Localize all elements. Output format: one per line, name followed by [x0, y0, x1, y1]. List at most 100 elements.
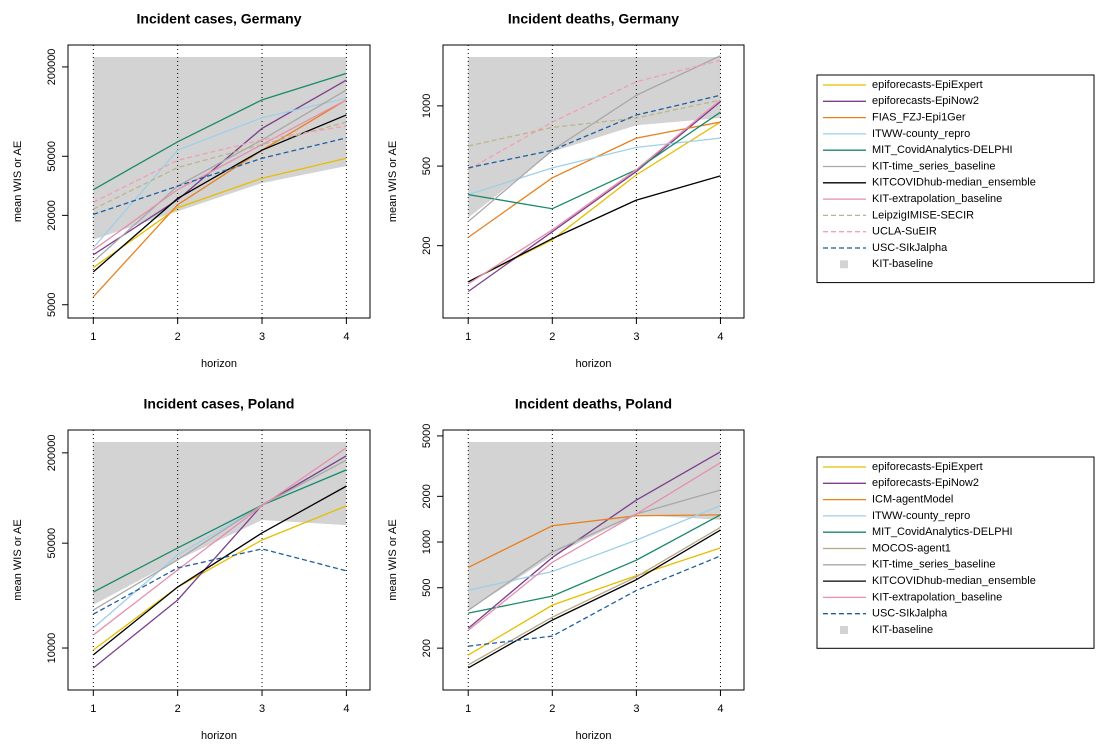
- legend-label: KIT-baseline: [872, 258, 933, 270]
- series-line: [467, 514, 721, 569]
- legend-label: ICM-agentModel: [872, 494, 953, 506]
- series-line: [92, 99, 347, 298]
- legend-label: LeipzigIMISE-SECIR: [872, 209, 974, 221]
- series-line: [467, 99, 721, 285]
- y-tick-label: 200: [421, 237, 433, 255]
- x-axis-label: horizon: [575, 358, 611, 370]
- legend-label: UCLA-SuEIR: [872, 226, 937, 238]
- y-tick-label: 5000: [46, 292, 58, 316]
- legend-label: MIT_CovidAnalytics-DELPHI: [872, 144, 1013, 156]
- series-line: [467, 489, 721, 611]
- y-tick-label: 200000: [46, 49, 58, 86]
- legend-frame: [816, 456, 1095, 649]
- baseline-area: [93, 442, 347, 605]
- y-axis-label: mean WIS or AE: [12, 519, 24, 600]
- x-tick-label: 1: [465, 703, 471, 715]
- x-tick-label: 2: [175, 331, 181, 343]
- x-tick-label: 4: [343, 331, 349, 343]
- series-line: [467, 547, 721, 656]
- legend-label: KIT-baseline: [872, 624, 933, 636]
- legend: epiforecasts-EpiExpert epiforecasts-EpiNo…: [816, 456, 1095, 649]
- legend-label: MIT_CovidAnalytics-DELPHI: [872, 526, 1013, 538]
- series-line: [92, 505, 347, 651]
- baseline-area: [93, 57, 347, 240]
- y-tick-label: 2000: [421, 484, 433, 508]
- series-line: [467, 101, 721, 293]
- series-line: [468, 514, 721, 614]
- panel-title: Incident deaths, Germany: [508, 11, 679, 27]
- series-line: [468, 555, 721, 647]
- legend-label: epiforecasts-EpiNow2: [872, 95, 979, 107]
- series-line: [92, 79, 347, 256]
- plot-frame: [442, 429, 745, 691]
- baseline-area: [468, 57, 721, 218]
- panel-title: Incident cases, Germany: [137, 11, 302, 27]
- series-line: [92, 447, 347, 636]
- series-line: [92, 157, 347, 269]
- legend-label: KIT-extrapolation_baseline: [872, 591, 1002, 603]
- panel-title: Incident cases, Poland: [144, 396, 295, 412]
- series-line: [93, 469, 347, 593]
- x-tick-label: 1: [90, 331, 96, 343]
- legend-label: ITWW-county_repro: [872, 128, 970, 140]
- series-line: [92, 99, 347, 251]
- plot-frame: [67, 429, 371, 691]
- x-tick-label: 1: [465, 331, 471, 343]
- series-line: [93, 137, 347, 216]
- panel: Incident deaths, Poland horizon mean WIS o…: [387, 396, 745, 742]
- series-line: [467, 451, 721, 629]
- series-line: [92, 459, 347, 611]
- series-line: [92, 72, 347, 191]
- series-line: [468, 137, 721, 196]
- series-line: [468, 99, 721, 147]
- legend-label: epiforecasts-EpiNow2: [872, 477, 979, 489]
- y-tick-label: 200: [421, 639, 433, 657]
- legend-label: KIT-extrapolation_baseline: [872, 193, 1002, 205]
- y-tick-label: 10000: [46, 633, 58, 664]
- series-line: [92, 97, 347, 249]
- legend-label: KITCOVIDhub-median_ensemble: [872, 575, 1036, 587]
- y-tick-label: 200000: [46, 434, 58, 471]
- series-line: [92, 485, 347, 656]
- series-line: [467, 175, 721, 283]
- legend-label: FIAS_FZJ-Epi1Ger: [872, 112, 966, 124]
- legend: epiforecasts-EpiExpert epiforecasts-EpiNo…: [816, 74, 1095, 284]
- panel: Incident deaths, Germany horizon mean WIS …: [387, 11, 745, 370]
- series-line: [468, 94, 721, 169]
- legend-label: KITCOVIDhub-median_ensemble: [872, 177, 1036, 189]
- x-tick-label: 3: [633, 703, 639, 715]
- series-line: [467, 529, 721, 669]
- y-tick-label: 500: [421, 579, 433, 597]
- x-tick-label: 4: [343, 703, 349, 715]
- legend-swatch: [840, 626, 848, 634]
- y-tick-label: 20000: [46, 200, 58, 231]
- baseline-area: [468, 442, 721, 611]
- panel: Incident cases, Poland horizon mean WIS or…: [12, 396, 371, 742]
- series-line: [92, 89, 347, 263]
- series-line: [93, 121, 347, 210]
- panel: Incident cases, Germany horizon mean WIS o…: [12, 11, 371, 370]
- y-axis-label: mean WIS or AE: [387, 141, 399, 222]
- series-line: [93, 125, 347, 203]
- x-tick-label: 4: [717, 703, 723, 715]
- x-tick-label: 2: [175, 703, 181, 715]
- x-tick-label: 3: [259, 703, 265, 715]
- series-line: [92, 114, 347, 273]
- legend-label: USC-SIkJalpha: [872, 608, 948, 620]
- plot-frame: [442, 44, 745, 319]
- series-line: [467, 59, 721, 171]
- legend-label: epiforecasts-EpiExpert: [872, 461, 983, 473]
- x-tick-label: 3: [259, 331, 265, 343]
- y-tick-label: 5000: [421, 424, 433, 448]
- panel-title: Incident deaths, Poland: [515, 396, 672, 412]
- x-tick-label: 4: [717, 331, 723, 343]
- legend-label: MOCOS-agent1: [872, 542, 951, 554]
- legend-swatch: [840, 260, 848, 269]
- x-axis-label: horizon: [201, 358, 237, 370]
- x-axis-label: horizon: [201, 730, 237, 742]
- x-tick-label: 2: [549, 703, 555, 715]
- x-tick-label: 1: [90, 703, 96, 715]
- series-line: [468, 111, 721, 210]
